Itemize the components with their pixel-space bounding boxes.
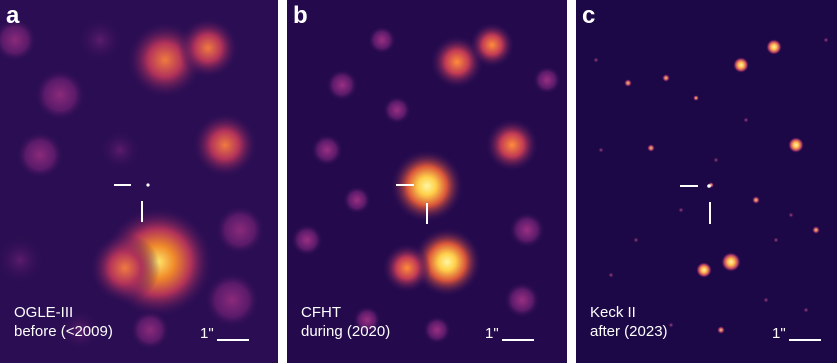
panel-c-epoch: after (2023): [590, 323, 668, 340]
star-point: [803, 307, 809, 313]
star-blob: [90, 233, 160, 303]
star-blob: [291, 224, 323, 256]
panel-a-scale-bar: 1": [200, 325, 249, 343]
star-point: [662, 74, 670, 82]
star-point: [624, 79, 632, 87]
star-point: [717, 326, 725, 334]
star-blob: [533, 66, 561, 94]
star-blob: [383, 96, 411, 124]
panel-a-label: a: [6, 2, 20, 29]
panel-a-telescope: OGLE-III: [14, 304, 74, 321]
star-blob: [130, 310, 170, 350]
star-blob: [34, 69, 86, 121]
star-point: [763, 297, 769, 303]
star-point: [766, 39, 782, 55]
star-point: [823, 37, 829, 43]
star-point: [633, 237, 639, 243]
star-blob: [178, 18, 238, 78]
star-blob: [326, 69, 358, 101]
panel-b-scale-bar: 1": [485, 325, 534, 343]
panel-b-label: b: [293, 2, 308, 29]
target-dot: [707, 184, 711, 188]
panel-b-epoch: during (2020): [301, 323, 391, 340]
star-blob: [76, 16, 124, 64]
panel-b-telescope: CFHT: [301, 304, 341, 321]
panel-a-image: [0, 0, 278, 363]
star-blob: [193, 113, 257, 177]
panel-c-caption: Keck II after (2023): [590, 303, 668, 341]
star-point: [668, 322, 674, 328]
star-blob: [470, 23, 514, 67]
star-point: [743, 117, 749, 123]
panel-a-scale-label: 1": [200, 325, 214, 342]
star-blob: [368, 26, 396, 54]
star-blob: [486, 119, 538, 171]
star-blob: [391, 150, 463, 222]
panel-b-image: [287, 0, 567, 363]
star-blob: [383, 244, 431, 292]
star-point: [733, 57, 749, 73]
star-point: [713, 157, 719, 163]
star-blob: [343, 186, 371, 214]
panel-b-scale-label: 1": [485, 325, 499, 342]
star-point: [788, 137, 804, 153]
panel-c-scale-label: 1": [772, 325, 786, 342]
star-point: [812, 226, 820, 234]
panel-c-image: [576, 0, 837, 363]
star-point: [678, 207, 684, 213]
star-blob: [215, 205, 265, 255]
panel-c: c Keck II after (2023) 1": [576, 0, 837, 363]
star-point: [693, 95, 699, 101]
panel-b: b CFHT during (2020) 1": [287, 0, 567, 363]
panel-a: a OGLE-III before (<2009) 1": [0, 0, 278, 363]
star-blob: [204, 272, 260, 328]
star-blob: [431, 36, 483, 88]
star-point: [773, 237, 779, 243]
panel-a-epoch: before (<2009): [14, 323, 113, 340]
star-point: [696, 262, 712, 278]
panel-a-caption: OGLE-III before (<2009): [14, 303, 113, 341]
scale-line: [788, 339, 821, 341]
star-blob: [353, 306, 381, 334]
star-blob: [423, 316, 451, 344]
star-point: [608, 272, 614, 278]
star-blob: [0, 234, 46, 286]
panel-c-scale-bar: 1": [772, 325, 821, 343]
star-point: [721, 252, 741, 272]
star-blob: [0, 18, 37, 62]
star-blob: [413, 228, 481, 296]
star-point: [598, 147, 604, 153]
panel-b-caption: CFHT during (2020): [301, 303, 390, 341]
star-point: [752, 196, 760, 204]
scale-line: [216, 339, 249, 341]
star-point: [647, 144, 655, 152]
star-blob: [509, 212, 545, 248]
star-blob: [504, 282, 540, 318]
star-point: [593, 57, 599, 63]
scale-line: [501, 339, 534, 341]
star-blob: [58, 308, 102, 352]
star-blob: [16, 131, 64, 179]
panel-c-telescope: Keck II: [590, 304, 636, 321]
star-blob: [98, 128, 142, 172]
star-point: [788, 212, 794, 218]
panel-c-label: c: [582, 2, 596, 29]
star-blob: [311, 134, 343, 166]
target-dot: [146, 183, 150, 187]
